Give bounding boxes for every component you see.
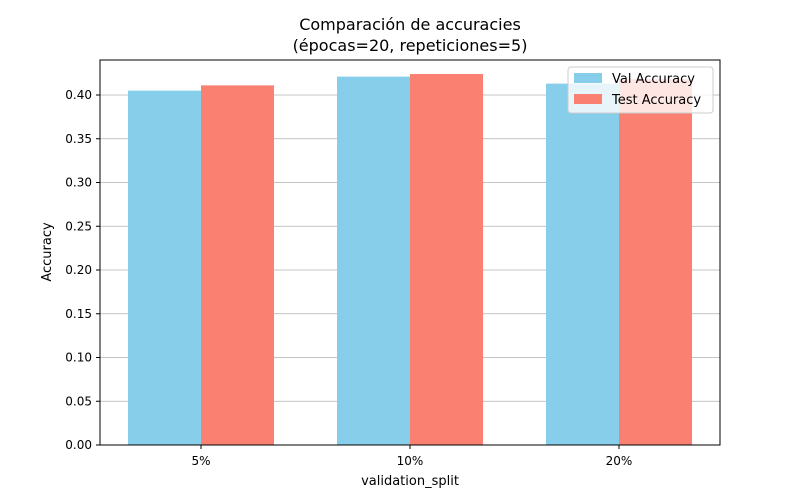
val-accuracy-bar bbox=[128, 90, 201, 445]
val-accuracy-bar bbox=[546, 83, 619, 445]
x-tick-label: 10% bbox=[397, 454, 424, 468]
legend-swatch-test bbox=[574, 94, 602, 104]
y-axis-label: Accuracy bbox=[40, 222, 55, 282]
legend-label-val: Val Accuracy bbox=[612, 72, 695, 87]
legend-swatch-val bbox=[574, 73, 602, 83]
legend-box bbox=[567, 66, 714, 114]
x-axis-label: validation_split bbox=[361, 474, 459, 489]
x-tick-label: 20% bbox=[606, 454, 633, 468]
y-tick-label: 0.05 bbox=[65, 394, 92, 408]
y-tick-label: 0.40 bbox=[65, 88, 92, 102]
chart-subtitle: (épocas=20, repeticiones=5) bbox=[293, 36, 528, 55]
x-axis-ticks: 5% 10% 20% bbox=[191, 445, 632, 468]
y-tick-label: 0.25 bbox=[65, 219, 92, 233]
legend: Val Accuracy Test Accuracy bbox=[567, 66, 714, 114]
test-accuracy-bar bbox=[619, 79, 692, 445]
y-tick-label: 0.15 bbox=[65, 307, 92, 321]
test-accuracy-bar bbox=[410, 74, 483, 445]
y-tick-label: 0.20 bbox=[65, 263, 92, 277]
y-tick-label: 0.10 bbox=[65, 351, 92, 365]
bars-group bbox=[128, 74, 692, 445]
y-tick-label: 0.35 bbox=[65, 132, 92, 146]
y-tick-label: 0.30 bbox=[65, 176, 92, 190]
y-tick-label: 0.00 bbox=[65, 438, 92, 452]
y-axis-ticks: 0.00 0.05 0.10 0.15 0.20 0.25 0.30 0.35 0.40 bbox=[65, 88, 100, 452]
chart-title: Comparación de accuracies bbox=[299, 15, 521, 34]
x-tick-label: 5% bbox=[191, 454, 210, 468]
test-accuracy-bar bbox=[201, 85, 274, 445]
val-accuracy-bar bbox=[337, 76, 410, 445]
legend-label-test: Test Accuracy bbox=[611, 93, 701, 108]
